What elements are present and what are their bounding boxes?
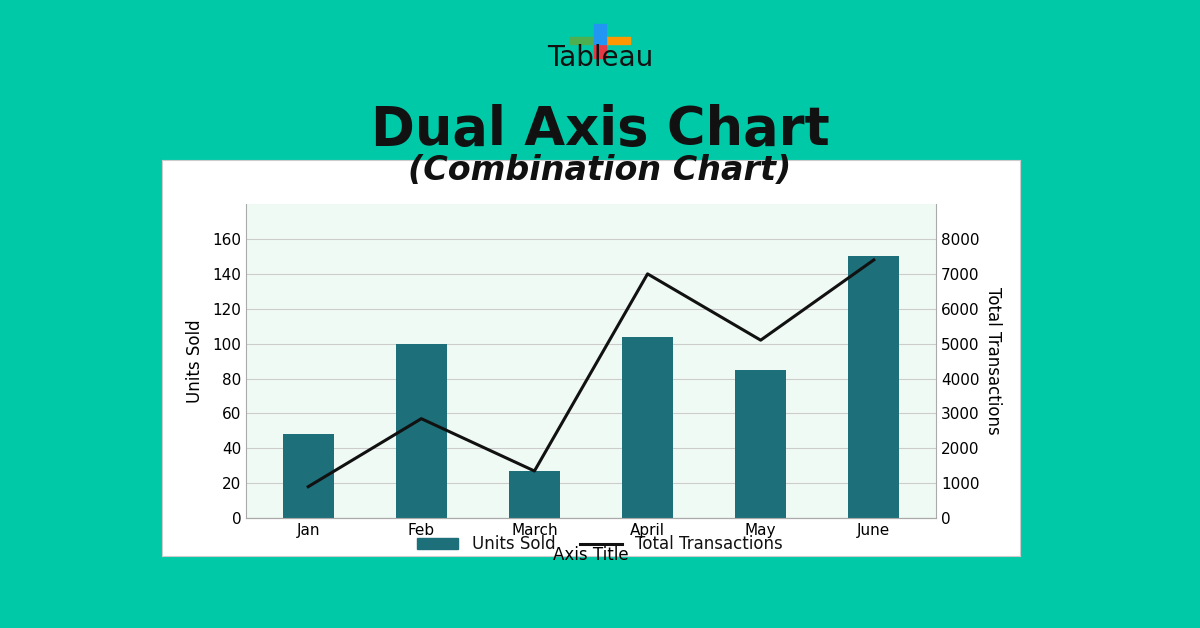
Bar (509, 471, 560, 518)
Bar (594, 37, 606, 44)
X-axis label: Axis Title: Axis Title (553, 546, 629, 565)
Text: Tableau: Tableau (547, 44, 653, 72)
Y-axis label: Total Transactions: Total Transactions (984, 287, 1002, 435)
Bar (606, 37, 630, 44)
Bar (848, 256, 899, 518)
Bar (570, 37, 594, 44)
Bar (622, 337, 673, 518)
Text: Dual Axis Chart: Dual Axis Chart (371, 104, 829, 156)
Bar (736, 370, 786, 518)
Legend: Units Sold, Total Transactions: Units Sold, Total Transactions (410, 529, 790, 560)
Bar (283, 435, 334, 518)
Bar (396, 344, 446, 518)
Text: (Combination Chart): (Combination Chart) (408, 154, 792, 187)
Bar (594, 44, 606, 58)
Y-axis label: Units Sold: Units Sold (186, 319, 204, 403)
Bar (594, 23, 606, 37)
